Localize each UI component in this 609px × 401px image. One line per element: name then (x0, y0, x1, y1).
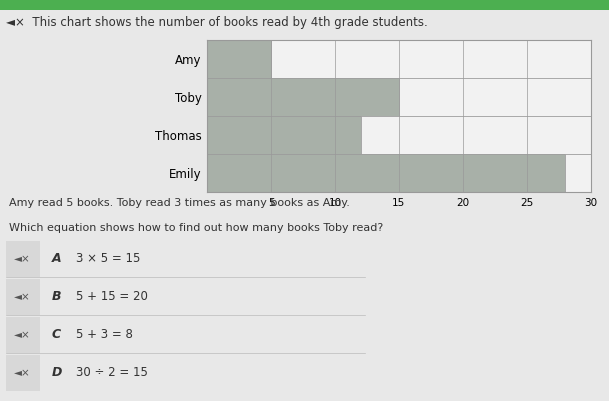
Text: ◄×: ◄× (15, 368, 31, 378)
Bar (271, 40, 591, 78)
Text: D: D (52, 367, 62, 379)
Text: ◄×: ◄× (15, 330, 31, 340)
Text: 5 + 3 = 8: 5 + 3 = 8 (76, 328, 133, 341)
Bar (207, 154, 565, 192)
Text: ◄×: ◄× (15, 254, 31, 263)
Text: C: C (52, 328, 61, 341)
Text: Amy read 5 books. Toby read 3 times as many books as Amy.: Amy read 5 books. Toby read 3 times as m… (9, 198, 350, 209)
Text: Which equation shows how to find out how many books Toby read?: Which equation shows how to find out how… (9, 223, 384, 233)
Text: 5 + 15 = 20: 5 + 15 = 20 (76, 290, 148, 303)
Text: A: A (52, 252, 62, 265)
Text: ◄×: ◄× (15, 292, 31, 302)
Bar (399, 78, 591, 116)
Text: B: B (52, 290, 62, 303)
Bar (207, 40, 271, 78)
Bar (361, 116, 591, 154)
Text: 30 ÷ 2 = 15: 30 ÷ 2 = 15 (76, 367, 148, 379)
Bar (565, 154, 591, 192)
Bar (207, 78, 399, 116)
Bar (207, 116, 361, 154)
Text: ◄×  This chart shows the number of books read by 4th grade students.: ◄× This chart shows the number of books … (6, 16, 428, 29)
Text: 3 × 5 = 15: 3 × 5 = 15 (76, 252, 141, 265)
